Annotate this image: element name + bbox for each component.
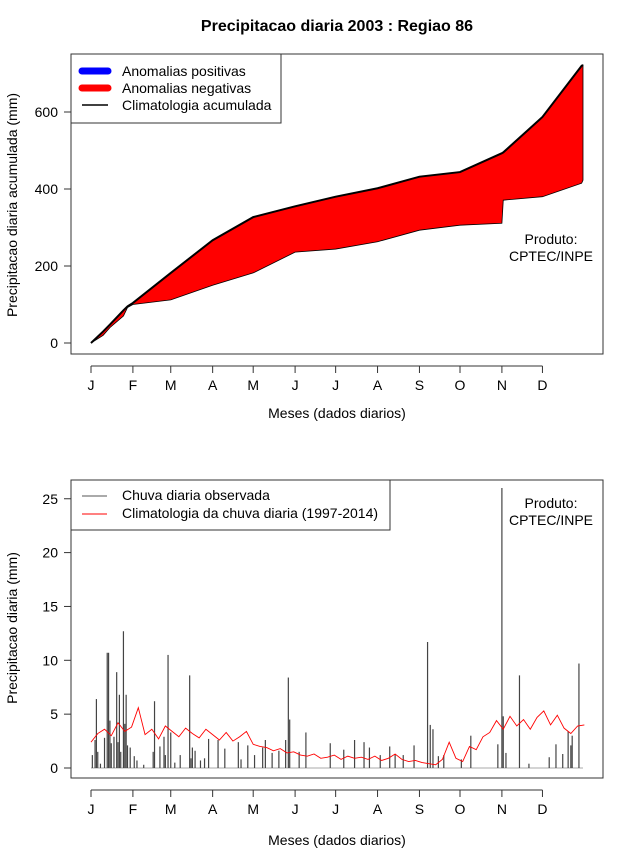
y-tick-label: 200 [35, 258, 59, 274]
daily-chart: J F M A M J J A S O N D 0 5 10 15 20 25 Meses (dados diar… [4, 479, 604, 848]
y-tick-label: 0 [50, 335, 58, 351]
x-tick-label: S [415, 377, 424, 393]
legend-label: Chuva diaria observada [122, 487, 270, 503]
legend: Chuva diaria observada Climatologia da c… [70, 479, 391, 531]
annotation: CPTEC/INPE [509, 512, 593, 528]
y-axis-label: Precipitacao diaria acumulada (mm) [4, 93, 20, 317]
x-tick-label: J [292, 801, 299, 817]
y-tick-label: 10 [42, 652, 58, 668]
y-tick-label: 0 [50, 760, 58, 776]
x-tick-label: M [165, 801, 177, 817]
x-axis-label: Meses (dados diarios) [268, 405, 406, 421]
x-tick-label: J [88, 801, 95, 817]
x-tick-label: F [129, 801, 138, 817]
x-axis-label: Meses (dados diarios) [268, 832, 406, 848]
x-tick-label: D [537, 377, 547, 393]
annotation: Produto: [525, 495, 578, 511]
y-tick-label: 5 [50, 706, 58, 722]
cumulative-chart: J F M A M J J A S O N D 0 200 400 600 Meses (dados diar… [4, 53, 604, 421]
x-tick-label: M [247, 377, 259, 393]
y-axis-label: Precipitacao diaria (mm) [4, 552, 20, 704]
y-tick-label: 25 [42, 491, 58, 507]
annotation: CPTEC/INPE [509, 248, 593, 264]
x-tick-label: D [537, 801, 547, 817]
x-tick-label: O [455, 801, 466, 817]
y-tick-label: 20 [42, 545, 58, 561]
y-tick-label: 400 [35, 181, 59, 197]
legend-label: Climatologia da chuva diaria (1997-2014) [122, 505, 378, 521]
x-tick-label: M [247, 801, 259, 817]
x-tick-label: M [165, 377, 177, 393]
legend-label: Climatologia acumulada [122, 97, 272, 113]
legend-label: Anomalias positivas [122, 63, 246, 79]
x-tick-label: J [88, 377, 95, 393]
y-tick-label: 600 [35, 104, 59, 120]
x-tick-label: J [332, 377, 339, 393]
chart-title: Precipitacao diaria 2003 : Regiao 86 [201, 18, 473, 35]
x-tick-label: A [208, 801, 218, 817]
x-tick-label: O [455, 377, 466, 393]
climatology-daily-line [90, 706, 585, 766]
x-tick-label: A [373, 377, 383, 393]
x-tick-label: J [332, 801, 339, 817]
legend-label: Anomalias negativas [122, 80, 251, 96]
annotation: Produto: [525, 231, 578, 247]
x-tick-label: N [497, 377, 507, 393]
x-tick-label: S [415, 801, 424, 817]
y-tick-label: 15 [42, 598, 58, 614]
x-tick-label: A [373, 801, 383, 817]
legend: Anomalias positivas Anomalias negativas … [70, 53, 282, 124]
x-tick-label: F [129, 377, 138, 393]
x-tick-label: A [208, 377, 218, 393]
climatology-line [90, 64, 584, 344]
x-tick-label: N [497, 801, 507, 817]
x-tick-label: J [292, 377, 299, 393]
